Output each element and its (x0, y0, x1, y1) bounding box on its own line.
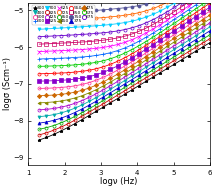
Legend: 300, 400, 500, 600, 700, 325, 425, 525, 625, 725, 350, 450, 550, 650, 750, 375, : 300, 400, 500, 600, 700, 325, 425, 525, … (32, 5, 95, 25)
X-axis label: logν (Hz): logν (Hz) (100, 177, 138, 186)
Y-axis label: logσ (Scm⁻¹): logσ (Scm⁻¹) (3, 57, 12, 110)
